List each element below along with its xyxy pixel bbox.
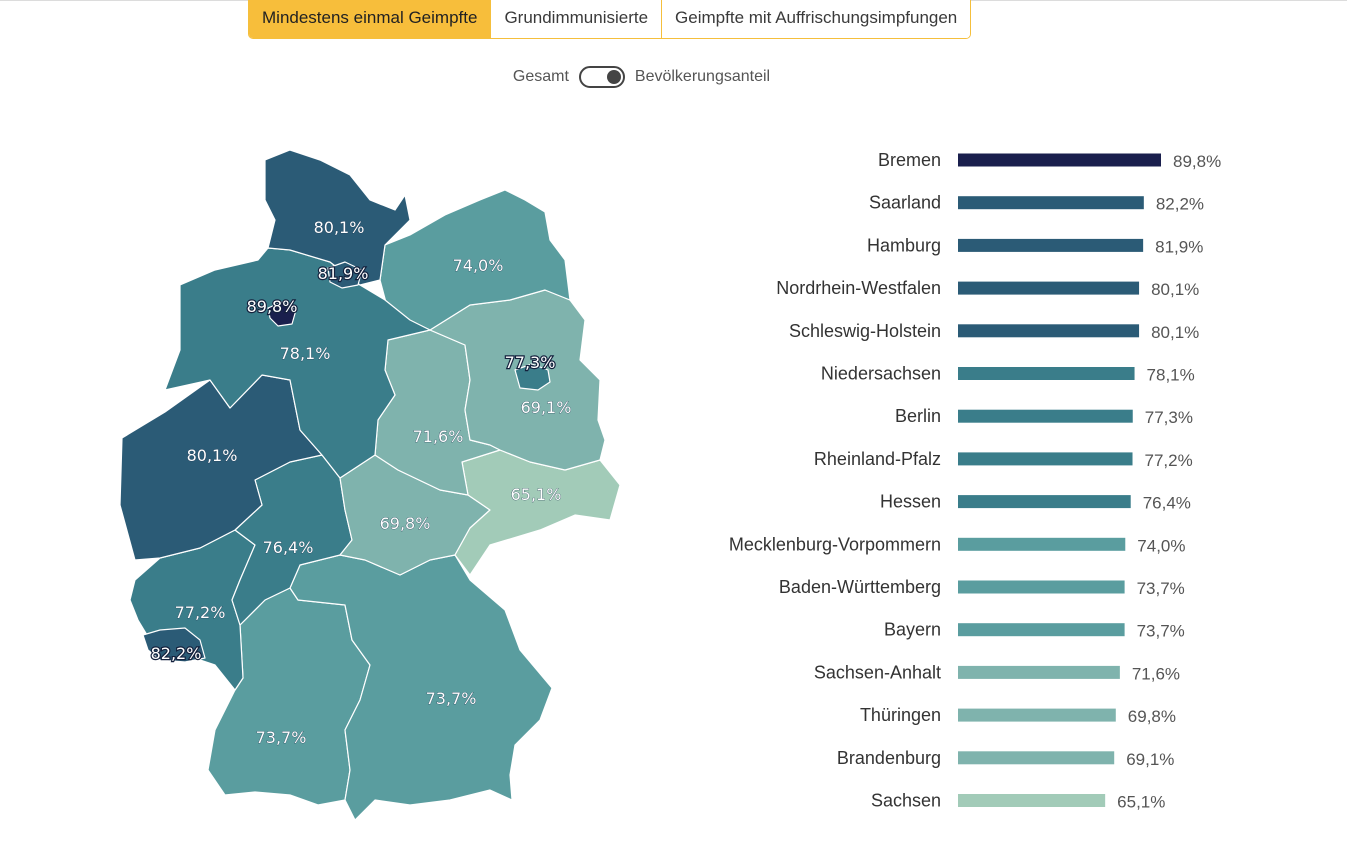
map-label-thueringen: 69,8% (380, 514, 431, 533)
bar[interactable] (958, 409, 1133, 423)
bar[interactable] (958, 580, 1125, 594)
map-label-nrw: 80,1% (187, 446, 238, 465)
display-toggle-row: Gesamt Bevölkerungsanteil (0, 66, 1283, 88)
bar[interactable] (958, 324, 1140, 338)
map-label-sachsen: 65,1% (511, 485, 562, 504)
map-region-berlin[interactable] (514, 363, 551, 391)
bar-value-label: 73,7% (1137, 579, 1185, 598)
map-label-bremen: 89,8% (247, 297, 298, 316)
bar-value-label: 73,7% (1137, 622, 1185, 641)
map-label-niedersachsen: 78,1% (280, 344, 331, 363)
bar-value-label: 69,1% (1126, 750, 1174, 769)
bar-label: Niedersachsen (821, 364, 941, 384)
bar[interactable] (958, 367, 1135, 380)
bar[interactable] (958, 751, 1115, 765)
bar-value-label: 76,4% (1143, 494, 1191, 513)
map-region-saarland[interactable] (142, 627, 206, 663)
bar[interactable] (958, 153, 1161, 167)
bar[interactable] (958, 665, 1120, 679)
bar-value-label: 78,1% (1147, 366, 1195, 385)
display-toggle-switch[interactable] (578, 66, 625, 88)
bar-label: Sachsen-Anhalt (814, 662, 941, 682)
bar[interactable] (958, 238, 1144, 252)
germany-map: 80,1% 74,0% 81,9% 89,8% 78,1% 77,3% 69,1… (119, 149, 621, 821)
map-label-brandenburg: 69,1% (521, 398, 572, 417)
bar-value-label: 80,1% (1151, 323, 1199, 342)
bar[interactable] (958, 623, 1125, 637)
bar-value-label: 77,2% (1145, 451, 1193, 470)
bar-value-label: 81,9% (1155, 237, 1203, 256)
map-region-hamburg[interactable] (327, 261, 363, 289)
bar-label: Baden-Württemberg (779, 577, 941, 597)
bar[interactable] (958, 452, 1133, 466)
bar-value-label: 89,8% (1173, 152, 1221, 171)
map-label-schleswig-holstein: 80,1% (314, 218, 365, 237)
map-region-schleswig-holstein[interactable] (264, 149, 411, 286)
bar-value-label: 69,8% (1128, 707, 1176, 726)
bar-label: Rheinland-Pfalz (814, 449, 941, 469)
bar[interactable] (958, 537, 1126, 551)
map-label-saarland: 82,2% (151, 644, 202, 663)
bar-label: Bremen (878, 150, 941, 170)
toggle-knob (606, 70, 621, 84)
bar-label: Brandenburg (837, 748, 941, 768)
bar-value-label: 77,3% (1145, 408, 1193, 427)
bar-label: Sachsen (871, 791, 941, 811)
bar[interactable] (958, 708, 1116, 722)
map-label-baden-wuerttemberg: 73,7% (256, 728, 307, 747)
bar-label: Schleswig-Holstein (789, 321, 941, 341)
map-label-sachsen-anhalt: 71,6% (413, 427, 464, 446)
tab-auffrischungsimpfungen[interactable]: Geimpfte mit Auffrischungsimpfungen (661, 0, 971, 38)
toggle-right-label: Bevölkerungsanteil (634, 68, 771, 85)
map-label-mecklenburg-vorpommern: 74,0% (453, 256, 504, 275)
bar-label: Hessen (880, 492, 941, 512)
map-label-rheinland-pfalz: 77,2% (175, 603, 226, 622)
bar-label: Nordrhein-Westfalen (776, 278, 941, 298)
bar-label: Berlin (895, 406, 941, 426)
map-region-bremen[interactable] (267, 301, 297, 327)
bar-label: Bayern (884, 620, 941, 640)
tab-grundimmunisierte[interactable]: Grundimmunisierte (490, 0, 662, 38)
bar-value-label: 71,6% (1132, 664, 1180, 683)
map-labels: 80,1% 74,0% 81,9% 89,8% 78,1% 77,3% 69,1… (149, 218, 572, 748)
bar-label: Saarland (869, 193, 941, 213)
bar[interactable] (958, 281, 1140, 295)
map-label-hamburg: 81,9% (318, 264, 369, 283)
bar-value-label: 74,0% (1137, 536, 1185, 555)
bar[interactable] (958, 495, 1131, 509)
bar[interactable] (958, 794, 1106, 807)
map-label-bayern: 73,7% (426, 689, 477, 708)
toggle-left-label: Gesamt (512, 68, 569, 85)
map-label-berlin: 77,3% (505, 353, 556, 372)
bar-value-label: 80,1% (1151, 280, 1199, 299)
bar-label: Thüringen (860, 705, 941, 725)
bar-value-label: 82,2% (1156, 195, 1204, 214)
map-label-hessen: 76,4% (263, 538, 314, 557)
bar-label: Hamburg (867, 235, 941, 255)
tab-mindestens-einmal-geimpfte[interactable]: Mindestens einmal Geimpfte (249, 0, 491, 38)
bar-label: Mecklenburg-Vorpommern (729, 534, 941, 554)
metric-tabs: Mindestens einmal Geimpfte Grundimmunisi… (248, 0, 972, 39)
bar[interactable] (958, 196, 1144, 210)
ranking-bar-chart: Bremen 89,8% Saarland 82,2% Hamburg 81,9% Nord… (729, 150, 1221, 812)
bar-value-label: 65,1% (1117, 793, 1165, 812)
